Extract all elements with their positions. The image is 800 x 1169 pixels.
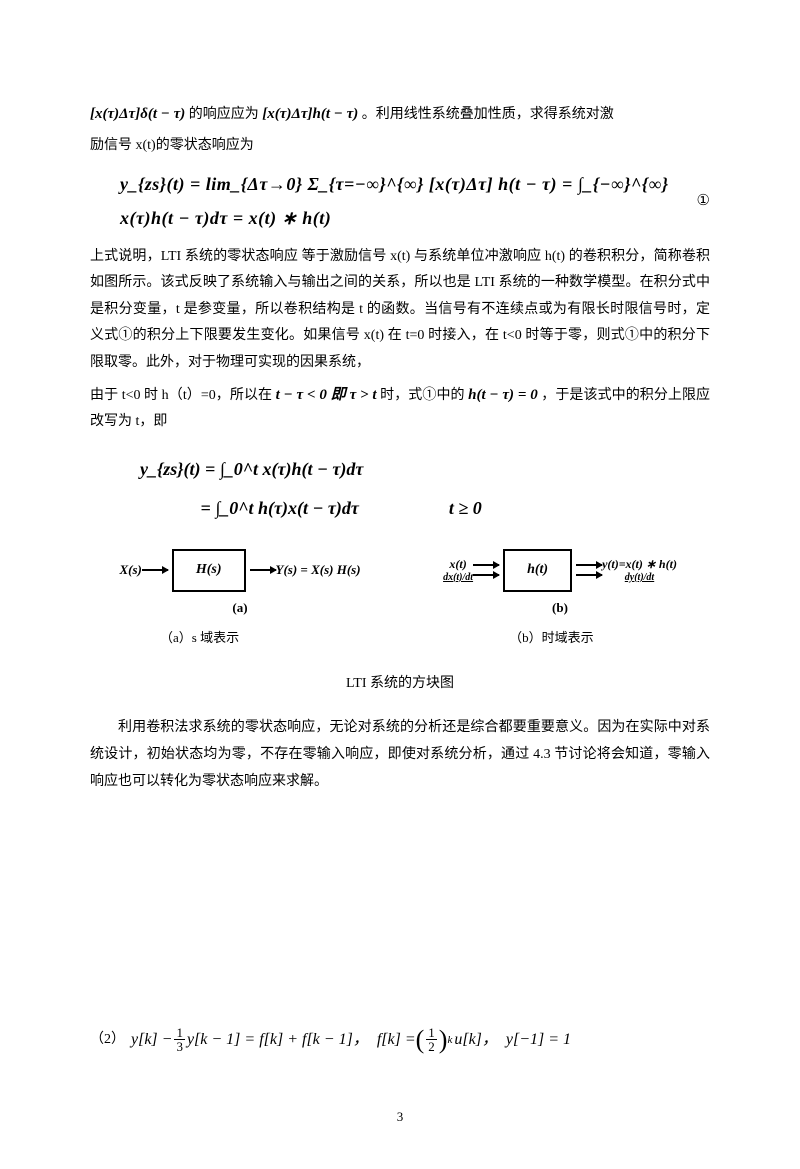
equation-1: y_{zs}(t) = lim_{Δτ→0} Σ_{τ=−∞}^{∞} [x(τ…	[120, 167, 710, 235]
diagA-box: H(s)	[172, 549, 246, 592]
diagB-in-bot: dx(t)/dt	[443, 573, 473, 583]
problem-2: （2） y[k] − 1 3 y[k − 1] = f[k] + f[k − 1…	[90, 1015, 710, 1064]
diagram-captions: （a）s 域表示 （b）时域表示	[90, 626, 710, 651]
intro-line: [x(τ)Δτ]δ(t − τ) 的响应应为 [x(τ)Δτ]h(t − τ) …	[90, 100, 710, 129]
frac-1-3: 1 3	[174, 1026, 185, 1053]
paragraph-2: 由于 t<0 时 h（t）=0，所以在 t − τ < 0 即 τ > t 时，…	[90, 381, 710, 436]
diagB-out-bot: dy(t)/dt	[625, 573, 654, 583]
diagram-a: X(s) H(s) Y(s) = X(s) H(s) (a)	[90, 549, 390, 620]
eq1-num: ①	[697, 187, 710, 216]
p2-expr1: t − τ < 0 即 τ > t	[276, 387, 377, 403]
arrow-icon	[473, 574, 499, 576]
p2-expr2: h(t − τ) = 0	[468, 387, 538, 403]
paragraph-3: 利用卷积法求系统的零状态响应，无论对系统的分析还是综合都要重要意义。因为在实际中…	[90, 715, 710, 795]
arrow-icon	[576, 574, 602, 576]
diagram-b: x(t) dx(t)/dt h(t) y(t)=x(t) ∗ h(t) dy(t…	[410, 549, 710, 620]
intro-mid: 的响应应为	[189, 107, 259, 122]
arrow-icon	[250, 569, 276, 571]
prob-b: y[k − 1] = f[k] + f[k − 1]，	[187, 1025, 377, 1055]
diagB-output-col: y(t)=x(t) ∗ h(t) dy(t)/dt	[602, 558, 677, 583]
prob-e: y[−1] = 1	[506, 1025, 571, 1055]
page-number: 3	[90, 1105, 710, 1130]
p2-b: 时，式①中的	[380, 388, 464, 403]
page: [x(τ)Δτ]δ(t − τ) 的响应应为 [x(τ)Δτ]h(t − τ) …	[0, 0, 800, 1169]
figure-title: LTI 系统的方块图	[90, 671, 710, 698]
eq2-cond: t ≥ 0	[449, 489, 482, 529]
exp-k: k	[447, 1030, 452, 1051]
diagA-sub: (a)	[232, 596, 247, 621]
arrow-icon	[142, 569, 168, 571]
diagB-box: h(t)	[503, 549, 572, 592]
eq2-line2: = ∫_0^t h(τ)x(t − τ)dτ	[201, 489, 359, 529]
problem-label: （2）	[90, 1027, 125, 1054]
expr-delta: [x(τ)Δτ]δ(t − τ)	[90, 106, 185, 122]
prob-d: u[k]，	[454, 1025, 506, 1055]
intro-tail1: 。利用线性系统叠加性质，求得系统对激	[362, 107, 614, 122]
paragraph-1: 上式说明，LTI 系统的零状态响应 等于激励信号 x(t) 与系统单位冲激响应 …	[90, 244, 710, 377]
frac-1-2: ( 1 2 )	[416, 1015, 448, 1064]
diagB-in-top: x(t)	[449, 558, 466, 571]
equation-2: y_{zs}(t) = ∫_0^t x(τ)h(t − τ)dτ y_{zs}(…	[140, 450, 710, 529]
expr-h: [x(τ)Δτ]h(t − τ)	[262, 106, 358, 122]
caption-a: （a）s 域表示	[160, 626, 239, 651]
prob-c: f[k] =	[377, 1025, 416, 1055]
intro-line2: 励信号 x(t)的零状态响应为	[90, 133, 710, 160]
p2-a: 由于 t<0 时 h（t）=0，所以在	[90, 388, 272, 403]
caption-b: （b）时域表示	[509, 626, 594, 651]
arrow-icon	[576, 564, 602, 566]
diagB-out-top: y(t)=x(t) ∗ h(t)	[602, 558, 677, 571]
block-diagrams: X(s) H(s) Y(s) = X(s) H(s) (a) x(t) dx(t…	[90, 549, 710, 620]
diagA-output: Y(s) = X(s) H(s)	[276, 558, 361, 583]
diagA-input: X(s)	[119, 558, 141, 583]
diagB-input-col: x(t) dx(t)/dt	[443, 558, 473, 583]
diagB-sub: (b)	[552, 596, 568, 621]
eq2-line1: y_{zs}(t) = ∫_0^t x(τ)h(t − τ)dτ	[140, 450, 363, 490]
prob-a: y[k] −	[131, 1025, 172, 1055]
arrow-icon	[473, 564, 499, 566]
eq1-body: y_{zs}(t) = lim_{Δτ→0} Σ_{τ=−∞}^{∞} [x(τ…	[120, 167, 697, 235]
